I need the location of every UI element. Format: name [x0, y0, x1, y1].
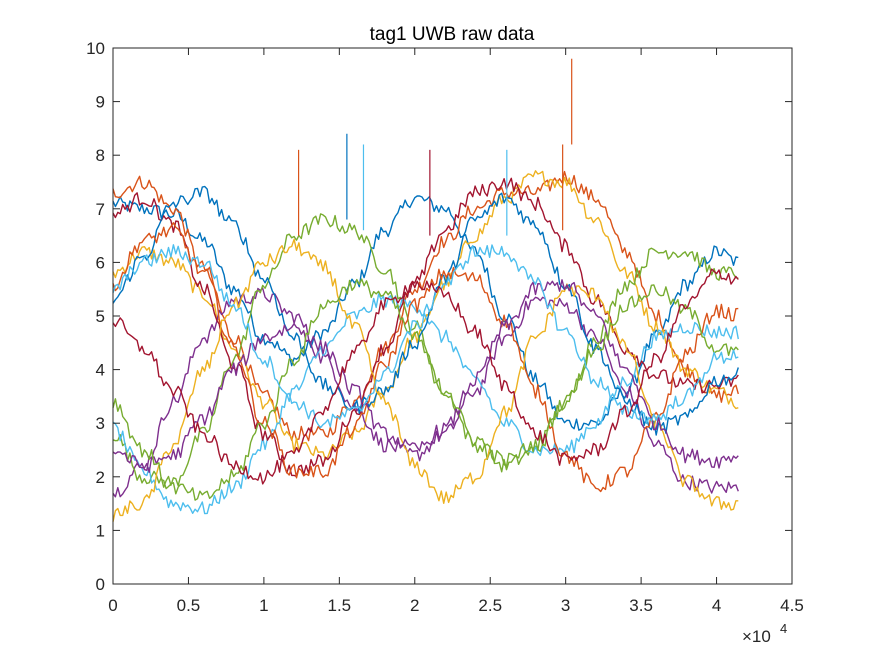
y-tick-label: 1: [96, 521, 105, 540]
x-tick-label: 3: [561, 596, 570, 615]
x-tick-label: 0: [108, 596, 117, 615]
x-tick-label: 1.5: [328, 596, 352, 615]
series-line-2: [112, 170, 739, 442]
series-line-11: [112, 279, 739, 473]
x-tick-label: 1: [259, 596, 268, 615]
y-tick-label: 8: [96, 146, 105, 165]
series-line-12: [112, 278, 739, 501]
y-tick-label: 2: [96, 468, 105, 487]
series-line-7: [112, 177, 739, 478]
y-tick-label: 10: [86, 39, 105, 58]
series-line-9: [112, 222, 739, 493]
x-tick-label: 4.5: [780, 596, 804, 615]
x-exponent-power: 4: [780, 621, 787, 636]
series-line-5: [112, 213, 739, 488]
series-line-14: [112, 268, 739, 485]
spike-layer: [297, 58, 573, 236]
series-line-6: [112, 293, 739, 515]
x-tick-label: 4: [712, 596, 721, 615]
x-tick-label: 2.5: [478, 596, 502, 615]
y-tick-label: 5: [96, 307, 105, 326]
x-axis: 0 0.5 1 1.5 2 2.5 3 3.5 4 4.5: [108, 48, 804, 615]
y-axis: 0 1 2 3 4 5 6 7 8 9 10: [86, 39, 792, 594]
y-tick-label: 9: [96, 93, 105, 112]
series-line-10: [112, 238, 739, 522]
y-tick-label: 3: [96, 414, 105, 433]
series-layer: [112, 170, 739, 522]
x-tick-label: 0.5: [177, 596, 201, 615]
x-exponent-base: ×10: [742, 627, 771, 646]
x-exponent-label: ×10 4: [742, 621, 787, 646]
chart-title: tag1 UWB raw data: [370, 24, 535, 45]
x-tick-label: 3.5: [629, 596, 653, 615]
x-tick-label: 2: [410, 596, 419, 615]
y-tick-label: 6: [96, 253, 105, 272]
y-tick-label: 0: [96, 575, 105, 594]
y-tick-label: 4: [96, 361, 105, 380]
y-tick-label: 7: [96, 200, 105, 219]
series-line-13: [112, 244, 739, 429]
